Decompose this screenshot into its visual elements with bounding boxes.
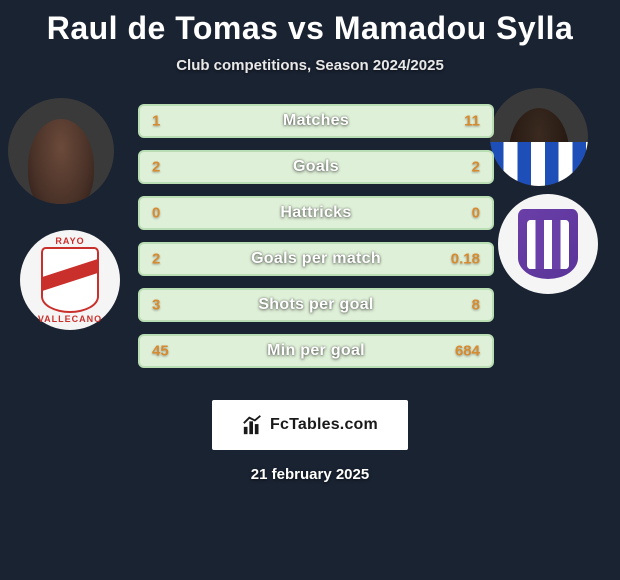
stat-label: Min per goal: [267, 342, 365, 360]
stats-table: 1 Matches 11 2 Goals 2 0 Hattricks 0 2 G…: [138, 104, 494, 380]
stat-label: Matches: [283, 112, 349, 130]
main-area: RAYO VALLECANO 1 Matches 11 2: [0, 102, 620, 382]
comparison-infographic: Raul de Tomas vs Mamadou Sylla Club comp…: [0, 0, 620, 483]
stat-right-value: 11: [464, 113, 480, 130]
stat-left-value: 1: [152, 113, 160, 130]
stat-row: 2 Goals 2: [138, 150, 494, 184]
stat-right-value: 684: [455, 343, 480, 360]
stat-label: Goals: [293, 158, 339, 176]
brand-box: FcTables.com: [212, 400, 408, 450]
stat-right-value: 0: [472, 205, 480, 222]
player-right-head-graphic: [490, 88, 588, 186]
stat-row: 1 Matches 11: [138, 104, 494, 138]
stat-row: 45 Min per goal 684: [138, 334, 494, 368]
rayo-text-bottom: VALLECANO: [38, 314, 102, 324]
stat-label: Goals per match: [251, 250, 381, 268]
stat-left-value: 45: [152, 343, 169, 360]
brand-text: FcTables.com: [270, 416, 378, 434]
player-right-club-badge: [498, 194, 598, 294]
stat-right-value: 2: [472, 159, 480, 176]
stat-row: 3 Shots per goal 8: [138, 288, 494, 322]
rayo-text-top: RAYO: [55, 236, 84, 246]
fctables-logo-icon: [242, 414, 264, 436]
stat-right-value: 8: [472, 297, 480, 314]
player-left-head-graphic: [8, 98, 114, 204]
player-left-avatar: [8, 98, 114, 204]
stat-label: Hattricks: [280, 204, 351, 222]
player-right-avatar: [490, 88, 588, 186]
stat-left-value: 2: [152, 251, 160, 268]
valladolid-shield-icon: [518, 209, 578, 279]
stat-row: 2 Goals per match 0.18: [138, 242, 494, 276]
stat-right-value: 0.18: [451, 251, 480, 268]
stat-row: 0 Hattricks 0: [138, 196, 494, 230]
stat-left-value: 3: [152, 297, 160, 314]
rayo-shield-icon: [41, 247, 99, 313]
stat-label: Shots per goal: [258, 296, 373, 314]
stat-left-value: 2: [152, 159, 160, 176]
date-label: 21 february 2025: [0, 466, 620, 483]
subtitle: Club competitions, Season 2024/2025: [0, 57, 620, 74]
page-title: Raul de Tomas vs Mamadou Sylla: [0, 10, 620, 47]
stat-left-value: 0: [152, 205, 160, 222]
player-left-club-badge: RAYO VALLECANO: [20, 230, 120, 330]
